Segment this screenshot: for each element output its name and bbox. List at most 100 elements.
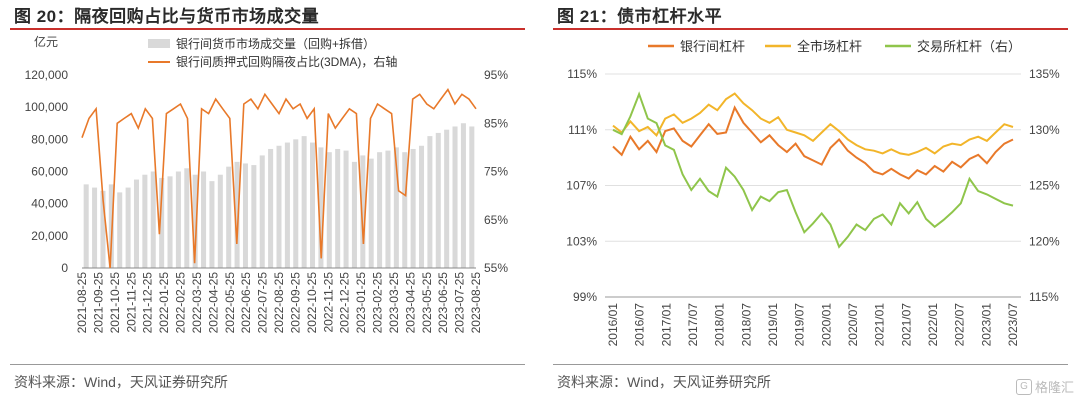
y-tick-left: 120,000 <box>25 68 69 82</box>
watermark-icon: G <box>1015 378 1032 395</box>
y-tick-left: 103% <box>566 234 597 248</box>
x-tick-label: 2022-09-25 <box>288 272 302 334</box>
legend-label: 银行间杠杆 <box>680 39 745 54</box>
x-tick-label: 2022/07 <box>953 303 967 347</box>
y-tick-right: 95% <box>484 68 508 82</box>
volume-bar <box>209 181 215 268</box>
right-chart-panel: 图 21：债市杠杆水平 银行间杠杆 全市场杠杆 交易所杠杆（右） 99% 103% 107… <box>543 0 1080 402</box>
y-tick-right: 85% <box>484 116 508 130</box>
volume-bar <box>402 152 408 268</box>
volume-bar <box>159 177 165 268</box>
y-tick-right: 65% <box>484 213 508 227</box>
left-source-note: 资料来源：Wind，天风证券研究所 <box>14 374 228 390</box>
x-tick-label: 2019/07 <box>793 303 807 347</box>
x-tick-label: 2023-06-25 <box>436 272 450 334</box>
volume-bar <box>318 147 324 268</box>
x-tick-label: 2017/07 <box>686 303 700 347</box>
x-tick-label: 2022-01-25 <box>157 272 171 334</box>
volume-bar <box>452 126 458 268</box>
x-tick-label: 2022-12-25 <box>338 272 352 334</box>
x-tick-label: 2022-07-25 <box>256 272 270 334</box>
volume-bar <box>251 165 257 268</box>
x-tick-label: 2019/01 <box>766 303 780 347</box>
y-tick-right: 135% <box>1029 67 1060 81</box>
x-tick-label: 2017/01 <box>659 303 673 347</box>
volume-bar <box>226 166 232 268</box>
x-tick-label: 2016/07 <box>633 303 647 347</box>
x-tick-label: 2022-05-25 <box>223 272 237 334</box>
volume-bar <box>150 171 156 268</box>
x-tick-label: 2022-03-25 <box>190 272 204 334</box>
x-tick-label: 2023-08-25 <box>469 272 483 334</box>
y-tick-left: 111% <box>568 123 597 137</box>
x-tick-label: 2021-09-25 <box>91 272 105 334</box>
right-source-note: 资料来源：Wind，天风证券研究所 <box>557 374 771 390</box>
volume-bar <box>167 176 173 268</box>
volume-bar <box>377 152 383 268</box>
y-tick-left: 60,000 <box>31 165 68 179</box>
left-chart-title: 图 20：隔夜回购占比与货币市场成交量 <box>14 7 320 26</box>
volume-bar <box>259 155 265 268</box>
left-chart-panel: 图 20：隔夜回购占比与货币市场成交量 亿元 银行间货币市场成交量（回购+拆借） 银… <box>0 0 537 402</box>
left-chart-svg: 亿元 银行间货币市场成交量（回购+拆借） 银行间质押式回购隔夜占比(3DMA)，右轴… <box>25 34 509 334</box>
y-tick-left: 107% <box>566 179 597 193</box>
volume-bar <box>435 132 441 268</box>
volume-bar <box>351 161 357 268</box>
volume-bar <box>125 187 131 268</box>
legend-label-line: 银行间质押式回购隔夜占比(3DMA)，右轴 <box>176 54 397 69</box>
volume-bar <box>360 155 366 268</box>
x-tick-label: 2023-07-25 <box>453 272 467 334</box>
volume-bar <box>418 145 425 268</box>
y-tick-left: 40,000 <box>31 197 68 211</box>
legend-label-bar: 银行间货币市场成交量（回购+拆借） <box>176 36 375 51</box>
right-chart-title: 图 21：债市杠杆水平 <box>557 7 723 26</box>
x-tick-label: 2020/07 <box>846 303 860 347</box>
y-tick-left: 80,000 <box>31 132 68 146</box>
x-tick-label: 2023-05-25 <box>420 272 434 334</box>
volume-bar <box>385 150 391 268</box>
right-source-divider <box>553 364 1068 365</box>
legend-label: 交易所杠杆（右） <box>917 39 1021 54</box>
y-tick-right: 55% <box>484 261 508 275</box>
x-tick-label: 2021-12-25 <box>141 272 155 334</box>
legend-swatch-bar <box>148 39 170 48</box>
x-tick-label: 2021-11-25 <box>124 272 138 333</box>
left-source-divider <box>10 364 525 365</box>
left-title-divider <box>10 28 525 30</box>
y-tick-left: 99% <box>573 290 597 304</box>
x-tick-label: 2021-08-25 <box>75 272 89 334</box>
x-tick-label: 2018/07 <box>739 303 753 347</box>
volume-bar <box>444 129 450 268</box>
x-tick-label: 2022-10-25 <box>305 272 319 334</box>
x-tick-label: 2023-03-25 <box>387 272 401 334</box>
volume-bar <box>276 145 282 268</box>
overnight-share-line <box>81 87 477 269</box>
watermark-logo: G 格隆汇 <box>1015 377 1074 396</box>
x-tick-label: 2021/01 <box>873 303 887 347</box>
volume-bar <box>142 174 148 268</box>
volume-bar <box>460 123 466 268</box>
x-tick-label: 2022-08-25 <box>272 272 286 334</box>
watermark-text: 格隆汇 <box>1034 380 1074 395</box>
x-tick-label: 2023/07 <box>1006 303 1020 347</box>
volume-bar <box>234 161 240 268</box>
series-line-0 <box>612 105 1014 180</box>
volume-bar <box>284 142 290 268</box>
volume-bar <box>268 148 274 268</box>
x-tick-label: 2022/01 <box>926 303 940 347</box>
x-tick-label: 2023-04-25 <box>403 272 417 334</box>
volume-bar <box>201 171 207 268</box>
x-tick-label: 2022-02-25 <box>174 272 188 334</box>
volume-bar <box>217 174 223 268</box>
volume-bar <box>301 136 307 268</box>
right-chart-svg: 银行间杠杆 全市场杠杆 交易所杠杆（右） 99% 103% 107% 111% 115% 115… <box>566 39 1060 347</box>
x-tick-label: 2020/01 <box>819 303 833 347</box>
x-tick-label: 2016/01 <box>606 303 620 347</box>
volume-bar <box>310 142 316 268</box>
y-tick-right: 130% <box>1029 123 1060 137</box>
volume-bar <box>242 163 248 268</box>
legend-label: 全市场杠杆 <box>797 39 862 54</box>
volume-bar <box>184 168 190 268</box>
volume-bar <box>343 150 349 268</box>
series-line-2 <box>612 91 1014 249</box>
